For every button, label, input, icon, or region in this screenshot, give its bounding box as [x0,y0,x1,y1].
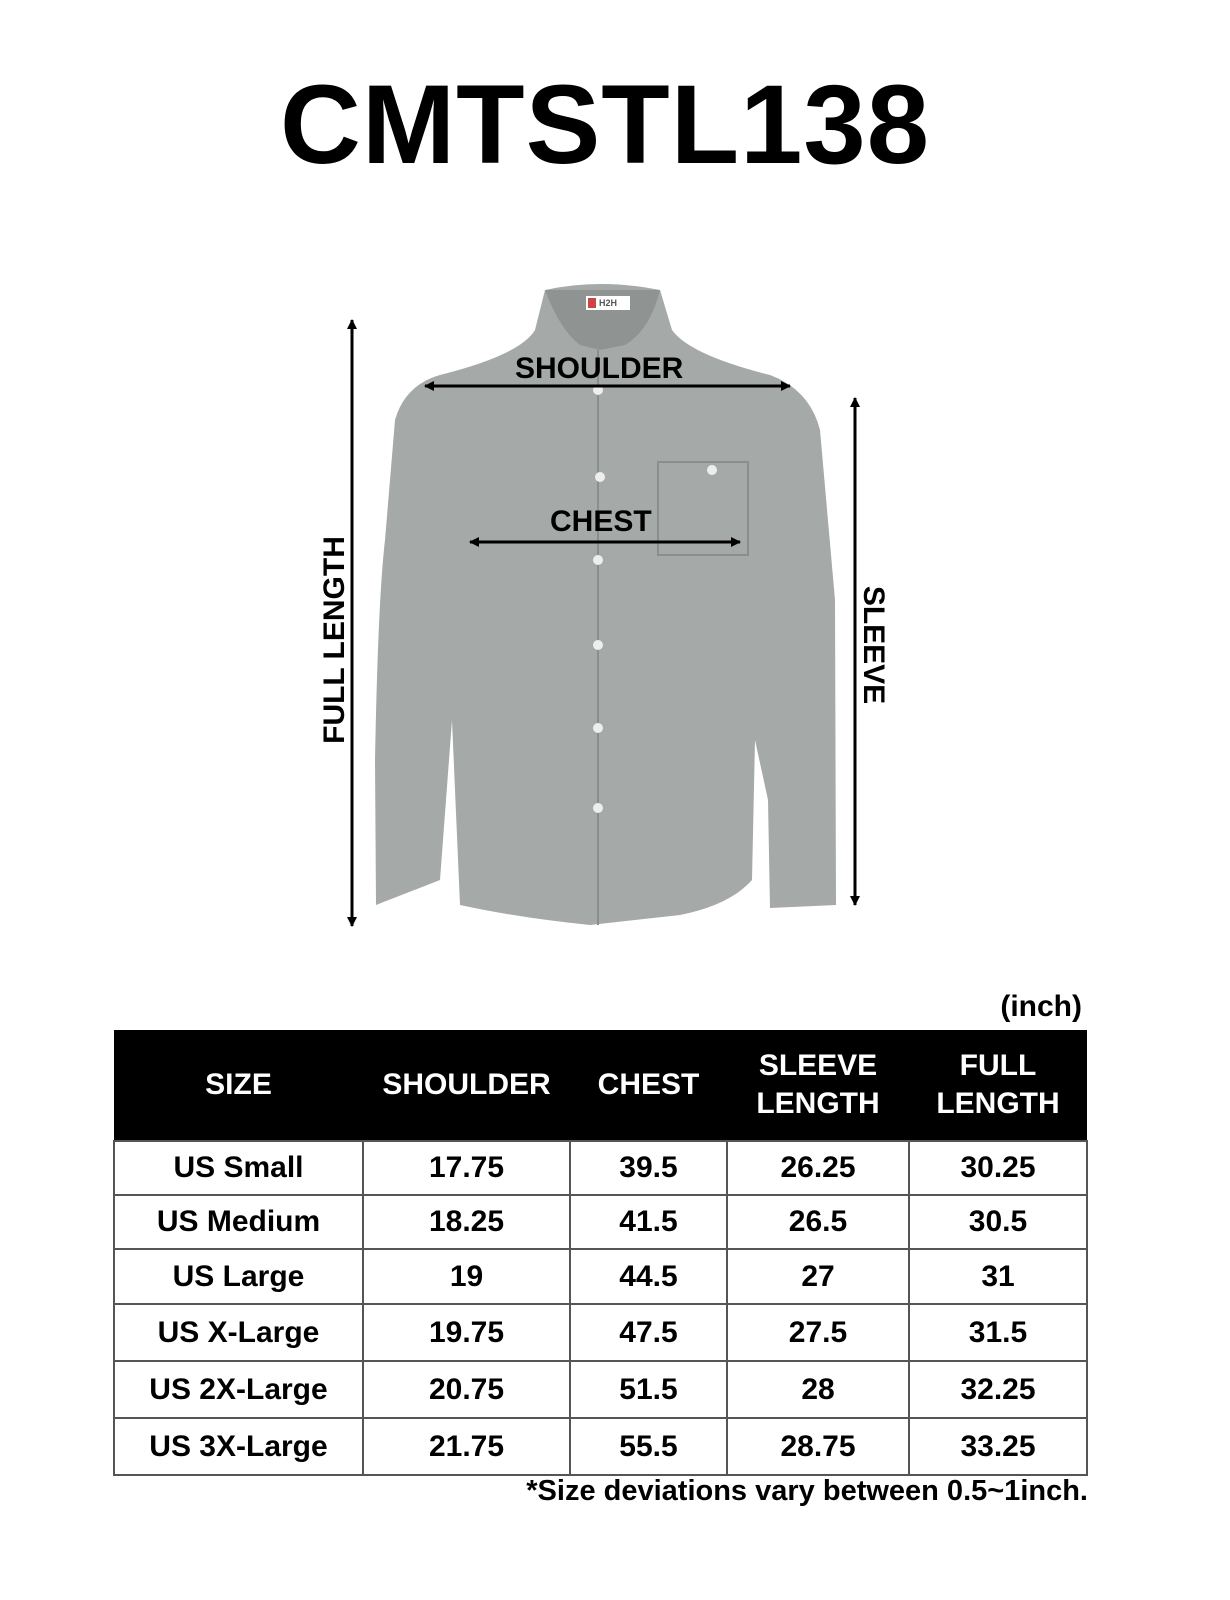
cell-full-length: 30.25 [908,1140,1088,1196]
cell-sleeve-length: 27.5 [726,1303,910,1362]
unit-label: (inch) [1000,990,1082,1023]
size-table: SIZE SHOULDER CHEST SLEEVE LENGTH FULL L… [113,1030,1088,1476]
header-full-length: FULL LENGTH [909,1030,1087,1141]
cell-full-length: 33.25 [908,1417,1088,1476]
cell-shoulder: 18.25 [362,1194,571,1250]
shoulder-label: SHOULDER [515,352,684,385]
sleeve-label: SLEEVE [857,585,890,705]
header-size: SIZE [114,1030,363,1141]
cell-size: US 3X-Large [113,1417,364,1476]
cell-full-length: 31.5 [908,1303,1088,1362]
table-row: US Medium 18.25 41.5 26.5 30.5 [113,1194,1088,1250]
table-row: US Small 17.75 39.5 26.25 30.25 [113,1140,1088,1196]
cell-chest: 55.5 [569,1417,728,1476]
table-row: US Large 19 44.5 27 31 [113,1248,1088,1305]
table-row: US X-Large 19.75 47.5 27.5 31.5 [113,1303,1088,1362]
cell-sleeve-length: 26.5 [726,1194,910,1250]
cell-sleeve-length: 28.75 [726,1417,910,1476]
table-row: US 2X-Large 20.75 51.5 28 32.25 [113,1360,1088,1419]
cell-chest: 39.5 [569,1140,728,1196]
table-row: US 3X-Large 21.75 55.5 28.75 33.25 [113,1417,1088,1476]
full-length-label: FULL LENGTH [318,536,351,744]
cell-chest: 47.5 [569,1303,728,1362]
cell-sleeve-length: 28 [726,1360,910,1419]
cell-shoulder: 17.75 [362,1140,571,1196]
cell-size: US Small [113,1140,364,1196]
cell-shoulder: 19 [362,1248,571,1305]
cell-full-length: 30.5 [908,1194,1088,1250]
cell-size: US 2X-Large [113,1360,364,1419]
header-sleeve-length: SLEEVE LENGTH [727,1030,909,1141]
cell-chest: 51.5 [569,1360,728,1419]
chest-label: CHEST [550,505,652,538]
cell-shoulder: 21.75 [362,1417,571,1476]
cell-sleeve-length: 27 [726,1248,910,1305]
cell-size: US Medium [113,1194,364,1250]
size-deviation-note: *Size deviations vary between 0.5~1inch. [526,1475,1088,1507]
cell-shoulder: 19.75 [362,1303,571,1362]
cell-sleeve-length: 26.25 [726,1140,910,1196]
cell-shoulder: 20.75 [362,1360,571,1419]
cell-chest: 41.5 [569,1194,728,1250]
cell-full-length: 31 [908,1248,1088,1305]
header-chest: CHEST [570,1030,727,1141]
pocket [657,461,749,556]
cell-size: US X-Large [113,1303,364,1362]
brand-label-text: H2H [599,298,618,308]
header-shoulder: SHOULDER [363,1030,570,1141]
table-header-row: SIZE SHOULDER CHEST SLEEVE LENGTH FULL L… [114,1030,1087,1141]
cell-chest: 44.5 [569,1248,728,1305]
brand-label [586,296,630,310]
cell-full-length: 32.25 [908,1360,1088,1419]
shirt-diagram [347,284,860,927]
shirt-image [375,284,836,925]
product-code-title: CMTSTL138 [280,62,930,187]
cell-size: US Large [113,1248,364,1305]
